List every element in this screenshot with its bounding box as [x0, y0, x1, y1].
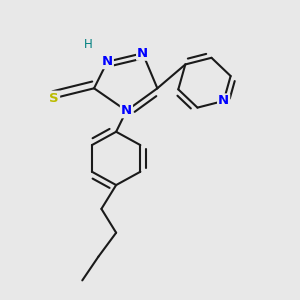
Text: N: N [218, 94, 229, 107]
Text: S: S [50, 92, 59, 105]
Text: N: N [102, 55, 113, 68]
Text: N: N [137, 47, 148, 60]
Text: N: N [121, 104, 132, 117]
Text: H: H [84, 38, 92, 51]
